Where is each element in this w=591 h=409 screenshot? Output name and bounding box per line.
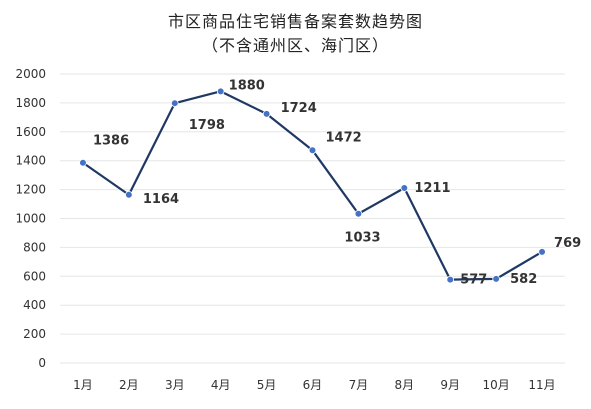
y-tick-label: 2000 — [15, 67, 46, 81]
y-tick-label: 0 — [38, 356, 46, 370]
x-tick-label: 6月 — [303, 378, 323, 392]
data-label: 1211 — [414, 181, 450, 196]
y-tick-label: 1800 — [15, 96, 46, 110]
x-tick-label: 3月 — [165, 378, 185, 392]
y-tick-label: 1000 — [15, 212, 46, 226]
y-tick-label: 800 — [23, 240, 46, 254]
data-label: 1472 — [326, 130, 362, 145]
y-tick-label: 200 — [23, 327, 46, 341]
x-tick-label: 8月 — [394, 378, 414, 392]
data-label: 1798 — [189, 118, 225, 133]
data-label: 1724 — [281, 101, 317, 116]
data-point — [492, 275, 500, 283]
data-point — [262, 110, 271, 118]
y-tick-label: 1200 — [15, 183, 46, 197]
data-point — [538, 248, 546, 256]
y-tick-label: 1600 — [15, 125, 46, 139]
x-tick-label: 11月 — [528, 378, 555, 392]
series-line — [82, 90, 543, 281]
data-point — [400, 184, 409, 192]
chart-subtitle: （不含通州区、海门区） — [201, 36, 389, 55]
x-tick-label: 10月 — [482, 378, 509, 392]
data-point — [446, 275, 455, 284]
y-tick-label: 600 — [23, 269, 46, 283]
x-tick-label: 4月 — [211, 378, 231, 392]
chart-title: 市区商品住宅销售备案套数趋势图 — [167, 12, 423, 31]
data-label: 1033 — [344, 231, 380, 246]
data-point — [79, 158, 87, 167]
data-label: 582 — [510, 272, 537, 287]
x-tick-label: 1月 — [73, 378, 93, 392]
data-label: 1386 — [93, 134, 129, 149]
data-label: 577 — [460, 273, 487, 288]
x-tick-label: 9月 — [440, 378, 460, 392]
data-label: 1880 — [229, 78, 265, 93]
data-point — [125, 191, 133, 199]
data-label: 769 — [554, 236, 581, 251]
y-tick-label: 1400 — [15, 154, 46, 168]
x-tick-label: 5月 — [257, 378, 277, 392]
data-label: 1164 — [143, 192, 179, 207]
data-point — [308, 146, 317, 155]
data-point — [170, 99, 179, 107]
data-point — [216, 87, 225, 96]
x-tick-label: 2月 — [119, 378, 139, 392]
x-tick-label: 7月 — [349, 378, 369, 392]
data-point — [354, 209, 363, 218]
y-tick-label: 400 — [23, 298, 46, 312]
